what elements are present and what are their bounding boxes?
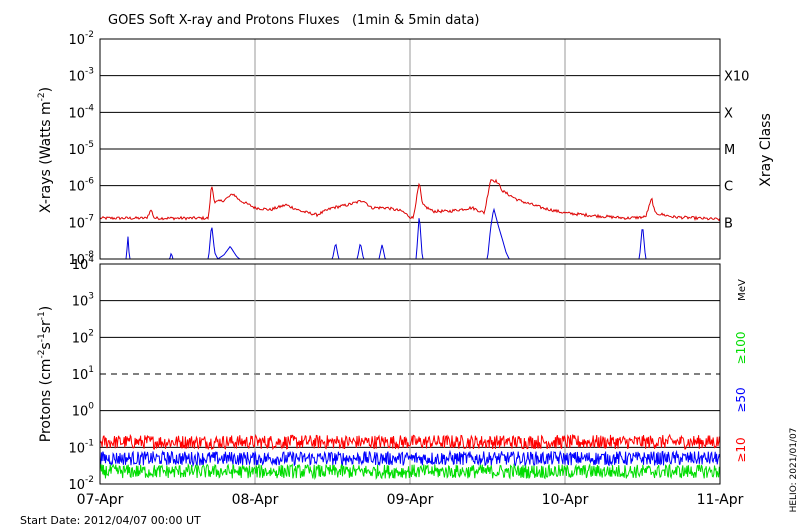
- proton-units-label: MeV: [737, 279, 748, 301]
- xray-y-axis-label: X-rays (Watts m-2): [37, 87, 54, 213]
- proton-series-ge100: [99, 462, 721, 481]
- chart-title: GOES Soft X-ray and Protons Fluxes (1min…: [108, 13, 480, 28]
- start-date: Start Date: 2012/04/07 00:00 UT: [20, 514, 201, 527]
- proton-y-tick-label: 10-2: [68, 475, 94, 493]
- proton-legend-ge100: ≥100: [734, 332, 748, 365]
- xray-class-label: B: [724, 216, 733, 231]
- xray-class-label: M: [724, 143, 735, 158]
- x-tick-label: 10-Apr: [542, 492, 589, 508]
- xray-class-labels: X10 X M C B: [724, 70, 749, 232]
- xray-y-tick-label: 10-5: [68, 140, 94, 158]
- proton-energy-legend: MeV ≥10 ≥50 ≥100: [734, 279, 748, 463]
- proton-y-tick-labels: 104 103 102 101 100 10-1 10-2: [68, 255, 94, 493]
- xray-gridlines: [100, 38, 720, 260]
- x-tick-label: 08-Apr: [232, 492, 279, 508]
- x-tick-label: 09-Apr: [387, 492, 434, 508]
- x-tick-label: 11-Apr: [697, 492, 744, 508]
- xray-y-tick-label: 10-6: [68, 177, 94, 195]
- xray-y-axis-label-sup: -2: [37, 92, 47, 101]
- xray-y-axis-label-close: ): [38, 87, 54, 92]
- credit: HELIO: 2021/01/07: [789, 428, 799, 513]
- xray-class-axis-label: Xray Class: [758, 113, 774, 187]
- xray-y-tick-label: 10-2: [68, 30, 94, 48]
- proton-y-tick-label: 10-1: [68, 438, 94, 456]
- proton-y-tick-label: 104: [72, 255, 95, 273]
- proton-gridlines: [100, 263, 720, 485]
- proton-y-tick-label: 100: [72, 402, 95, 420]
- xray-y-tick-label: 10-3: [68, 67, 94, 85]
- xray-plot-frame: [99, 38, 721, 260]
- xray-y-tick-labels: 10-2 10-3 10-4 10-5 10-6 10-7 10-8: [68, 30, 94, 268]
- xray-y-tick-label: 10-8: [68, 250, 94, 268]
- x-tick-label: 07-Apr: [77, 492, 124, 508]
- xray-y-tick-label: 10-4: [68, 103, 94, 121]
- xray-long-series: [99, 178, 721, 222]
- proton-y-tick-label: 103: [72, 292, 94, 310]
- proton-legend-ge10: ≥10: [734, 437, 748, 462]
- proton-y-axis-label: Protons (cm-2s-1sr-1): [37, 306, 54, 442]
- proton-series-ge10: [99, 433, 721, 451]
- proton-panel: 104 103 102 101 100 10-1 10-2 Protons (cm-2s-1…: [37, 255, 748, 508]
- x-tick-labels: 07-Apr 08-Apr 09-Apr 10-Apr 11-Apr: [77, 492, 744, 508]
- xray-class-label: C: [724, 180, 733, 195]
- proton-legend-ge50: ≥50: [734, 387, 748, 412]
- xray-class-label: X10: [724, 70, 749, 85]
- xray-class-label: X: [724, 106, 733, 121]
- proton-series: [99, 433, 721, 481]
- proton-plot-frame: [99, 263, 721, 485]
- proton-y-tick-label: 101: [72, 365, 94, 383]
- proton-y-tick-label: 102: [72, 328, 94, 346]
- xray-y-tick-label: 10-7: [68, 213, 94, 231]
- xray-panel: 10-2 10-3 10-4 10-5 10-6 10-7 10-8 X10 X M C B X-r…: [37, 30, 774, 268]
